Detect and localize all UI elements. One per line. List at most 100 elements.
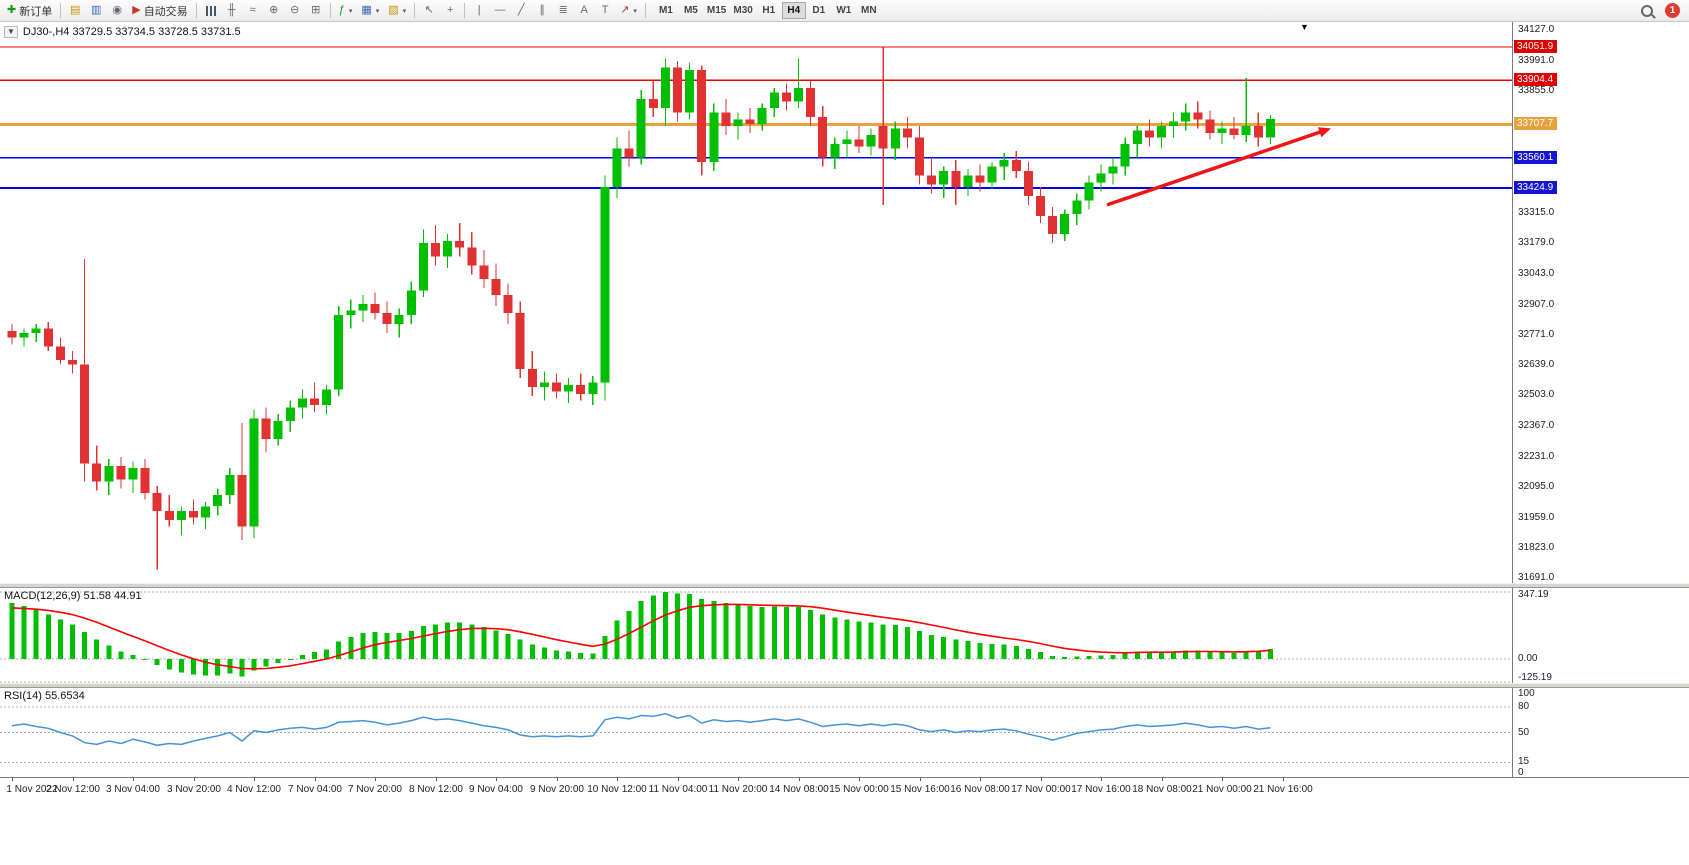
macd-histogram	[9, 592, 1273, 677]
zoom-in-button[interactable]: ⊕	[264, 2, 284, 20]
vertical-line-button[interactable]: |	[469, 2, 489, 20]
horizontal-line-icon: —	[494, 4, 506, 16]
toolbar-separator	[60, 3, 62, 18]
chart-shift-marker[interactable]: ▼	[1300, 22, 1309, 32]
templates-button[interactable]: ▧ ▾	[384, 2, 410, 20]
market-watch-icon: ▤	[70, 4, 81, 16]
price-axis-label: 32231.0	[1518, 451, 1555, 462]
price-tag: 34051.9	[1514, 40, 1558, 53]
candlestick-icon: ╫	[227, 4, 236, 16]
fibonacci-icon: ≣	[558, 4, 568, 16]
panel-splitter[interactable]	[0, 583, 1689, 588]
price-tag: 33560.1	[1514, 151, 1558, 164]
time-tick	[436, 778, 437, 781]
time-tick	[315, 778, 316, 781]
toolbar-separator	[414, 3, 416, 18]
time-tick	[738, 778, 739, 781]
price-axis-label: 32639.0	[1518, 359, 1555, 370]
rsi-axis-label: 50	[1518, 727, 1530, 738]
time-tick	[920, 778, 921, 781]
toolbar-separator	[644, 3, 646, 18]
timeframe-m5-button[interactable]: M5	[679, 2, 703, 19]
time-axis[interactable]: 1 Nov 2022 2 Nov 12:00 3 Nov 04:00 3 Nov 20…	[0, 777, 1689, 800]
time-tick	[194, 778, 195, 781]
time-tick	[980, 778, 981, 781]
candles	[7, 47, 1275, 570]
candlestick-chart[interactable]	[0, 22, 1512, 583]
price-axis[interactable]: 34127.0 33991.0 33855.0 33315.0 33179.0 33043…	[1512, 22, 1689, 778]
dropdown-caret-icon: ▾	[348, 7, 353, 15]
indicators-button[interactable]: ƒ ▾	[335, 2, 357, 20]
time-label: 9 Nov 20:00	[530, 784, 584, 795]
rsi-axis-label: 0	[1518, 767, 1524, 778]
rsi-axis-label: 80	[1518, 701, 1530, 712]
arrow-icon: ↗	[620, 4, 630, 16]
toolbar-separator	[464, 3, 466, 18]
timeframe-h1-button[interactable]: H1	[757, 2, 781, 19]
timeframe-mn-button[interactable]: MN	[857, 2, 881, 19]
zoom-out-button[interactable]: ⊖	[285, 2, 305, 20]
macd-signal-line	[11, 603, 1271, 670]
horizontal-line-button[interactable]: —	[490, 2, 510, 20]
text-icon: A	[580, 4, 588, 16]
macd-panel[interactable]: MACD(12,26,9) 51.58 44.91	[0, 588, 1512, 683]
equidistant-channel-button[interactable]: ∥	[532, 2, 552, 20]
autotrading-button[interactable]: ▶ 自动交易	[128, 2, 191, 20]
data-window-button[interactable]: ▥	[86, 2, 106, 20]
price-axis-label: 33315.0	[1518, 207, 1555, 218]
time-tick	[678, 778, 679, 781]
time-label: 21 Nov 16:00	[1253, 784, 1313, 795]
market-watch-button[interactable]: ▤	[65, 2, 85, 20]
text-button[interactable]: A	[574, 2, 594, 20]
price-tag: 33424.9	[1514, 181, 1558, 194]
price-axis-label: 33179.0	[1518, 237, 1555, 248]
templates-icon: ▧	[388, 4, 399, 16]
rsi-panel[interactable]: RSI(14) 55.6534	[0, 688, 1512, 777]
price-axis-label: 32907.0	[1518, 299, 1555, 310]
timeframe-d1-button[interactable]: D1	[807, 2, 831, 19]
time-label: 21 Nov 00:00	[1192, 784, 1252, 795]
timeframe-m15-button[interactable]: M15	[704, 2, 729, 19]
bar-chart-icon	[205, 5, 216, 16]
one-click-trading-toggle[interactable]: ▼	[4, 26, 18, 38]
cursor-button[interactable]: ↖	[419, 2, 439, 20]
vertical-line-icon: |	[477, 4, 481, 16]
toolbar-right-group: 1	[1637, 2, 1686, 20]
tile-windows-icon: ⊞	[311, 4, 321, 16]
fibonacci-button[interactable]: ≣	[553, 2, 573, 20]
tile-windows-button[interactable]: ⊞	[306, 2, 326, 20]
data-window-icon: ▥	[91, 4, 102, 16]
timeframe-m1-button[interactable]: M1	[654, 2, 678, 19]
notification-badge[interactable]: 1	[1665, 3, 1680, 18]
panel-splitter[interactable]	[0, 683, 1689, 688]
new-order-icon: ✚	[7, 4, 17, 16]
time-label: 11 Nov 04:00	[648, 784, 708, 795]
main-chart-panel[interactable]: ▼ DJ30-,H4 33729.5 33734.5 33728.5 33731…	[0, 22, 1512, 583]
periods-button[interactable]: ▦ ▾	[357, 2, 383, 20]
text-label-button[interactable]: T	[595, 2, 615, 20]
time-tick	[617, 778, 618, 781]
timeframe-w1-button[interactable]: W1	[832, 2, 856, 19]
new-order-button[interactable]: ✚ 新订单	[3, 2, 56, 20]
periods-icon: ▦	[361, 4, 372, 16]
search-button[interactable]	[1637, 2, 1657, 20]
arrows-button[interactable]: ↗ ▾	[616, 2, 641, 20]
chart-title: ▼ DJ30-,H4 33729.5 33734.5 33728.5 33731…	[4, 26, 241, 38]
zoom-in-icon: ⊕	[269, 4, 279, 16]
timeframe-h4-button[interactable]: H4	[781, 2, 806, 19]
rsi-chart	[0, 706, 1512, 763]
trendline-button[interactable]: ╱	[511, 2, 531, 20]
navigator-button[interactable]: ◉	[107, 2, 127, 20]
time-label: 17 Nov 16:00	[1071, 784, 1131, 795]
toolbar-separator	[329, 3, 331, 18]
crosshair-button[interactable]: +	[440, 2, 460, 20]
line-chart-button[interactable]: ≈	[243, 2, 263, 20]
time-tick	[254, 778, 255, 781]
rsi-line	[11, 713, 1271, 747]
time-label: 14 Nov 08:00	[769, 784, 829, 795]
dropdown-caret-icon: ▾	[633, 7, 637, 15]
bar-chart-button[interactable]	[201, 2, 221, 20]
candlestick-chart-button[interactable]: ╫	[222, 2, 242, 20]
timeframe-m30-button[interactable]: M30	[730, 2, 755, 19]
new-order-label: 新订单	[19, 5, 53, 18]
